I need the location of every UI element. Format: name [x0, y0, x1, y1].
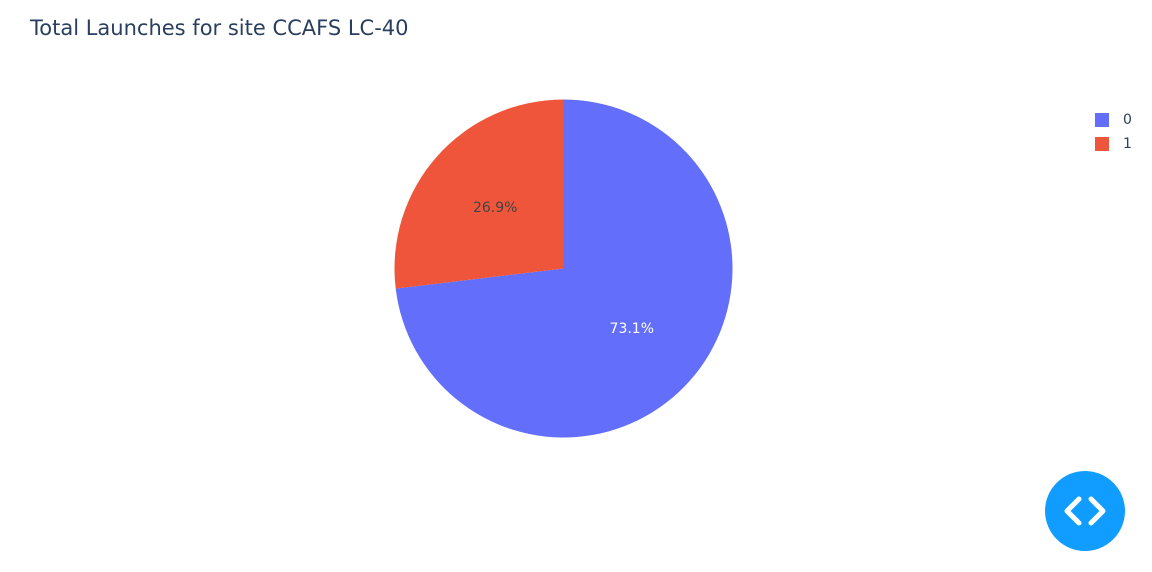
legend-swatch-1	[1095, 137, 1109, 151]
pie-slices	[394, 99, 733, 438]
slice-labels: 73.1% 26.9%	[473, 200, 654, 337]
legend-label-0: 0	[1123, 112, 1132, 128]
legend-label-1: 1	[1123, 136, 1132, 152]
pie-slice-0[interactable]	[395, 99, 733, 438]
pie-slice-1[interactable]	[394, 99, 564, 289]
legend-item-1[interactable]: 1	[1095, 132, 1132, 156]
slice-label-1: 26.9%	[473, 200, 517, 216]
code-toggle-button[interactable]	[1045, 471, 1125, 551]
legend-swatch-0	[1095, 113, 1109, 127]
legend-item-0[interactable]: 0	[1095, 108, 1132, 132]
legend: 0 1	[1095, 108, 1132, 156]
code-brackets-icon	[1064, 496, 1106, 526]
chart-title: Total Launches for site CCAFS LC-40	[30, 16, 409, 40]
slice-label-0: 73.1%	[610, 321, 654, 337]
